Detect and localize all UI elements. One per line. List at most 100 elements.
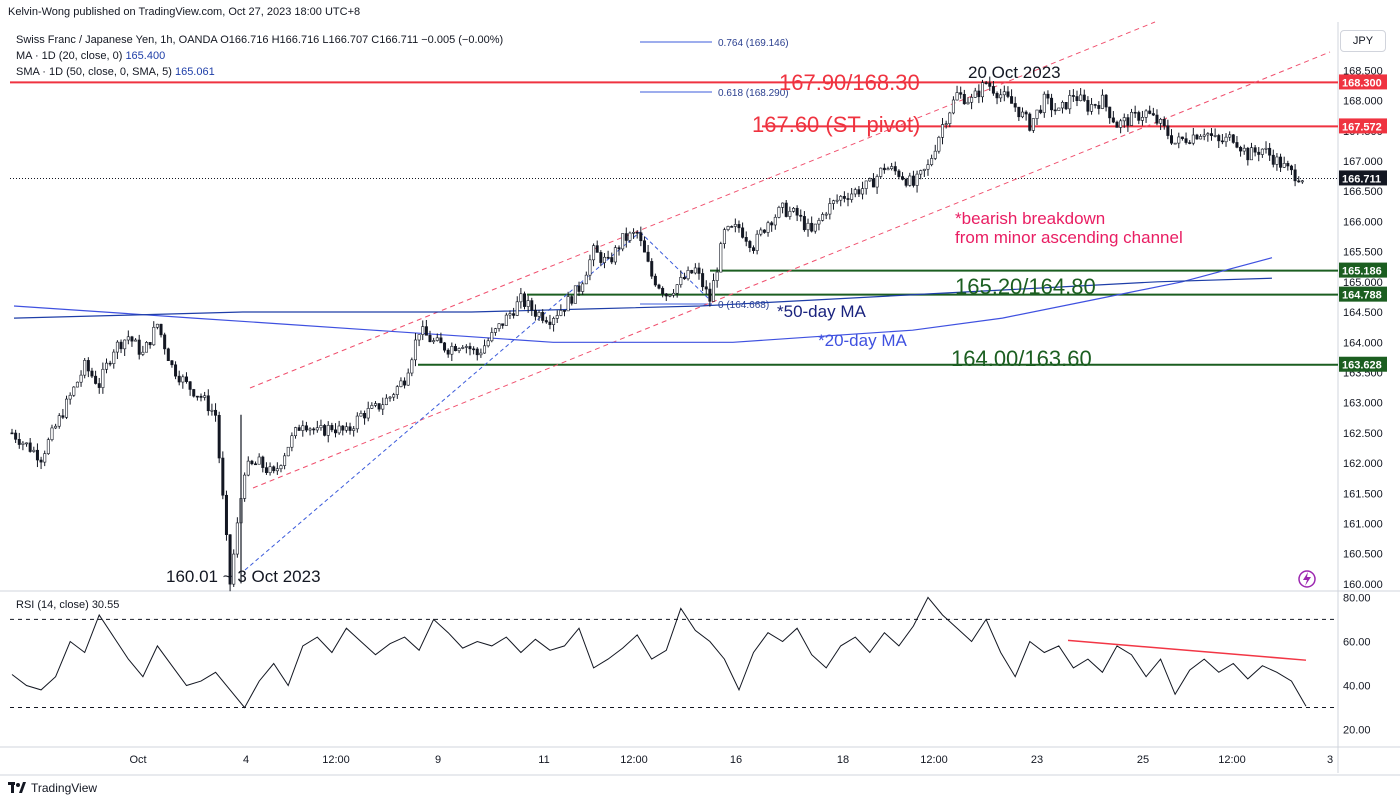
candle-body <box>715 271 719 281</box>
ma-legend-row: MA · 1D (20, close, 0) 165.400 <box>16 48 503 64</box>
candle-body <box>377 403 381 410</box>
candle-body <box>1115 121 1119 128</box>
candle-body <box>668 294 672 297</box>
candle-body <box>319 425 323 429</box>
y-tick-label: 160.000 <box>1343 579 1383 591</box>
sma-legend-label: SMA · 1D (50, close, 0, SMA, 5) <box>16 66 172 78</box>
candle-body <box>1286 163 1290 167</box>
x-tick-label: 23 <box>1031 754 1043 766</box>
candle-body <box>897 170 901 177</box>
candle-body <box>486 340 490 347</box>
candle-body <box>970 97 974 103</box>
candle-body <box>1180 136 1184 139</box>
candle-body <box>726 226 730 230</box>
candle-body <box>181 376 185 383</box>
candle-body <box>1100 94 1104 109</box>
candle-body <box>294 427 298 437</box>
candle-body <box>341 425 345 431</box>
fib-trend-line <box>244 231 641 571</box>
candle-body <box>1271 154 1275 165</box>
candle-body <box>1130 111 1134 126</box>
candle-body <box>432 340 436 343</box>
candle-body <box>744 237 748 242</box>
candle-body <box>166 348 170 361</box>
indicator-legend: Swiss Franc / Japanese Yen, 1h, OANDA O1… <box>16 32 503 80</box>
currency-selector[interactable]: JPY <box>1340 30 1386 52</box>
candle-body <box>1151 113 1155 116</box>
candle-body <box>813 223 817 232</box>
candle-body <box>1282 163 1286 168</box>
annotations: 167.90/168.30 167.60 (ST pivot) 165.20/164… <box>166 63 1316 588</box>
candle-body <box>766 222 770 233</box>
candle-body <box>501 323 505 326</box>
candle-body <box>399 380 403 387</box>
candle-body <box>1140 117 1144 121</box>
tradingview-footer[interactable]: TradingView <box>8 781 97 795</box>
candle-body <box>1297 180 1301 183</box>
candle-body <box>1093 104 1097 106</box>
x-tick-label: 16 <box>730 754 742 766</box>
candle-body <box>1053 109 1057 112</box>
candle-body <box>933 150 937 159</box>
candle-body <box>333 429 337 434</box>
candle-body <box>1119 120 1123 128</box>
sma-legend-value: 165.061 <box>174 66 215 78</box>
candle-body <box>1042 93 1046 113</box>
price-tags: 168.300 167.572 166.711 165.186 164.788 163.6… <box>1339 74 1387 372</box>
candle-body <box>577 285 581 292</box>
candle-body <box>948 112 952 125</box>
x-tick-label: 18 <box>837 754 849 766</box>
tradingview-logo-icon <box>8 782 26 794</box>
candle-body <box>268 466 272 474</box>
candle-body <box>664 293 668 297</box>
candle-body <box>708 288 712 302</box>
candle-body <box>28 442 32 452</box>
candle-body <box>155 323 159 328</box>
candle-body <box>395 386 399 395</box>
candle-body <box>301 425 305 431</box>
candle-body <box>1024 111 1028 115</box>
y-tick-label: 164.000 <box>1343 337 1383 349</box>
candle-body <box>1209 133 1213 136</box>
price-tag-label: 167.572 <box>1342 121 1382 133</box>
candle-body <box>134 339 138 342</box>
candle-body <box>570 296 574 304</box>
candle-body <box>261 456 265 468</box>
price-tag-label: 163.628 <box>1342 360 1382 372</box>
candle-body <box>635 231 639 234</box>
candle-body <box>381 404 385 410</box>
candle-body <box>1111 117 1115 123</box>
candle-body <box>1253 147 1257 153</box>
candle-body <box>886 168 890 171</box>
candle-body <box>439 337 443 344</box>
candle-body <box>17 439 21 445</box>
candle-body <box>1257 151 1261 155</box>
candle-body <box>348 426 352 431</box>
candle-body <box>1155 114 1159 124</box>
candle-body <box>453 346 457 352</box>
candle-body <box>68 394 72 400</box>
candle-body <box>388 396 392 399</box>
candle-body <box>893 166 897 172</box>
candle-body <box>962 94 966 105</box>
candle-body <box>214 409 218 416</box>
candle-body <box>86 360 90 372</box>
candle-body <box>1191 134 1195 144</box>
rsi-legend-value: 30.55 <box>91 599 120 611</box>
rsi-legend-label: RSI (14, close) <box>16 599 89 611</box>
candle-body <box>566 296 570 312</box>
candle-body <box>384 397 388 406</box>
candle-body <box>1039 109 1043 113</box>
candle-body <box>810 222 814 232</box>
candle-body <box>250 460 254 465</box>
candle-body <box>279 465 283 470</box>
y-tick-label: 168.000 <box>1343 96 1383 108</box>
candle-body <box>632 231 636 234</box>
candle-body <box>661 287 665 295</box>
candle-body <box>777 207 781 218</box>
candle-body <box>890 166 894 169</box>
candle-body <box>184 376 188 382</box>
candle-body <box>1126 117 1130 126</box>
candle-body <box>784 202 788 217</box>
